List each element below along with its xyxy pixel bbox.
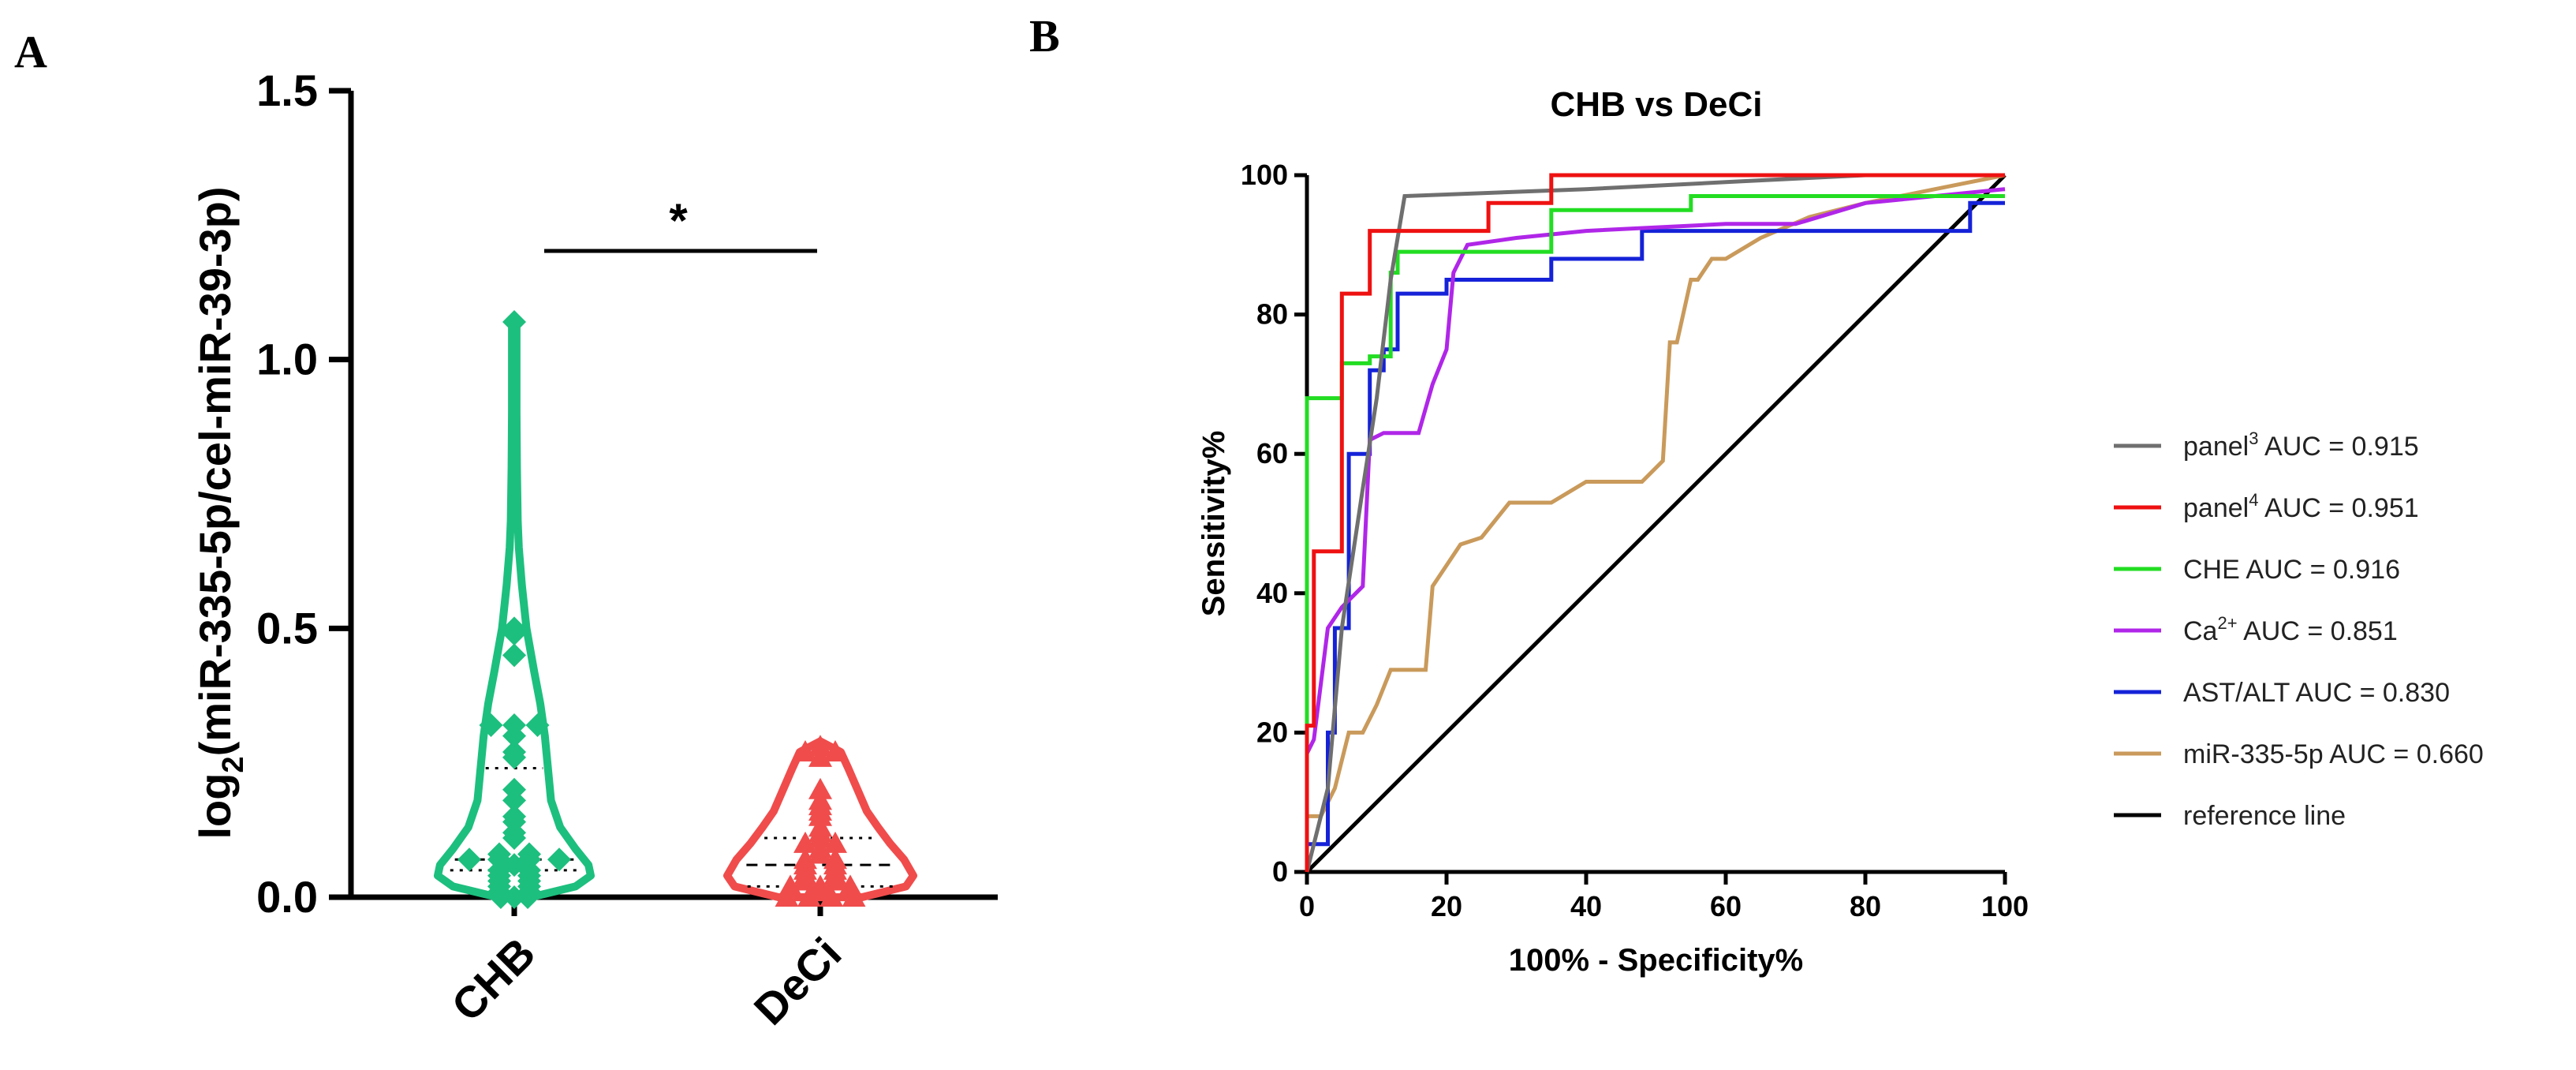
data-point-triangle xyxy=(793,831,817,853)
legend-label-sup: 3 xyxy=(2249,428,2258,448)
x-tick-label: 20 xyxy=(1431,890,1462,922)
legend-label-base: CHE AUC = 0.916 xyxy=(2183,555,2400,585)
y-axis-label: Sensitivity% xyxy=(1197,431,1231,617)
data-point-triangle xyxy=(808,745,832,767)
category-label: CHB xyxy=(442,928,544,1031)
data-point-triangle xyxy=(808,777,832,799)
legend-label-sup: 4 xyxy=(2249,490,2258,510)
roc-curve xyxy=(1305,200,2005,872)
y-tick-label: 1.5 xyxy=(256,65,318,115)
legend-entry: panel4 AUC = 0.951 xyxy=(2183,490,2419,523)
violin-outline xyxy=(723,737,917,901)
x-tick-label: 100 xyxy=(1981,890,2029,922)
y-tick-label: 20 xyxy=(1256,716,1288,748)
x-tick-label: 40 xyxy=(1570,890,1602,922)
data-point-triangle xyxy=(775,885,799,907)
legend-label-sup: 2+ xyxy=(2217,613,2237,633)
legend-entry: Ca2+ AUC = 0.851 xyxy=(2183,613,2398,646)
legend-entry: CHE AUC = 0.916 xyxy=(2183,555,2400,585)
significance-star: * xyxy=(669,194,688,247)
y-tick-label: 40 xyxy=(1256,577,1288,609)
data-point-diamond xyxy=(457,847,481,872)
data-point-diamond xyxy=(502,309,526,334)
y-tick-label: 100 xyxy=(1241,159,1288,191)
legend-entry: reference line xyxy=(2183,801,2346,831)
legend-label-rest: AUC = 0.851 xyxy=(2238,616,2398,646)
y-label-base: log xyxy=(190,773,240,840)
legend-entry: AST/ALT AUC = 0.830 xyxy=(2183,678,2450,708)
violin-chart: 0.0 0.5 1.0 1.5 log2(miR-335-5p/cel-miR-39-3… xyxy=(190,65,998,1034)
y-axis-label: log2(miR-335-5p/cel-miR-39-3p) xyxy=(190,186,250,839)
roc-chart: 0 20 40 60 80 100 0 20 40 60 80 100 100% - Specifici… xyxy=(1197,159,2029,978)
legend-label-base: Ca xyxy=(2183,616,2218,646)
legend-label-base: reference line xyxy=(2183,801,2346,831)
y-tick-label: 0 xyxy=(1272,855,1288,888)
legend-label-rest: AUC = 0.951 xyxy=(2258,493,2418,523)
y-tick-label: 0.5 xyxy=(256,603,318,653)
x-tick-label: 60 xyxy=(1710,890,1742,922)
roc-curve xyxy=(1305,187,2006,755)
data-point-triangle xyxy=(808,842,832,864)
y-tick-label: 80 xyxy=(1256,298,1288,331)
legend-label-base: miR-335-5p AUC = 0.660 xyxy=(2183,739,2484,769)
y-tick-label: 1.0 xyxy=(256,335,318,384)
significance-bar: * xyxy=(544,194,817,253)
data-point-diamond xyxy=(502,724,526,748)
data-point-triangle xyxy=(823,869,847,891)
roc-curve xyxy=(1305,173,2005,873)
data-point-triangle xyxy=(808,826,832,848)
legend-label-base: panel xyxy=(2183,493,2249,523)
roc-curve xyxy=(1305,173,2005,872)
data-point-diamond xyxy=(502,788,526,813)
y-label-subscript: 2 xyxy=(217,756,250,773)
data-point-triangle xyxy=(819,885,844,907)
data-point-triangle xyxy=(797,885,821,907)
legend-label-base: AST/ALT AUC = 0.830 xyxy=(2183,678,2450,708)
data-point-diamond xyxy=(479,713,503,737)
panel-label-a: A xyxy=(14,26,47,77)
data-point-diamond xyxy=(502,826,526,851)
data-point-triangle xyxy=(808,735,832,757)
data-point-triangle xyxy=(842,885,866,907)
x-axis-label: 100% - Specificity% xyxy=(1509,943,1804,978)
data-point-diamond xyxy=(525,713,550,737)
data-point-diamond xyxy=(502,622,526,646)
y-tick-label: 60 xyxy=(1256,437,1288,470)
roc-curve xyxy=(1305,173,2006,872)
legend-label-base: panel xyxy=(2183,432,2249,462)
chart-title: CHB vs DeCi xyxy=(1551,85,1763,124)
data-point-triangle xyxy=(823,740,847,762)
panel-label-b: B xyxy=(1029,10,1060,62)
y-label-rest: (miR-335-5p/cel-miR-39-3p) xyxy=(190,186,240,756)
data-point-triangle xyxy=(808,804,832,826)
roc-curve xyxy=(1305,194,2005,872)
x-tick-label: 0 xyxy=(1299,890,1315,922)
data-point-triangle xyxy=(793,869,817,891)
x-tick-label: 80 xyxy=(1850,890,1881,922)
data-point-diamond xyxy=(547,847,571,872)
data-point-diamond xyxy=(502,745,526,769)
category-label: DeCi xyxy=(745,928,851,1034)
data-point-triangle xyxy=(793,740,817,762)
data-point-diamond xyxy=(516,885,540,909)
legend-entry: miR-335-5p AUC = 0.660 xyxy=(2183,739,2484,769)
data-point-diamond xyxy=(502,643,526,668)
y-tick-label: 0.0 xyxy=(256,872,318,922)
legend-label-rest: AUC = 0.915 xyxy=(2258,432,2418,462)
data-point-triangle xyxy=(823,831,847,853)
data-point-diamond xyxy=(502,885,526,909)
data-point-diamond xyxy=(488,885,513,909)
legend-entry: panel3 AUC = 0.915 xyxy=(2183,428,2419,462)
roc-curve xyxy=(1305,174,2007,874)
